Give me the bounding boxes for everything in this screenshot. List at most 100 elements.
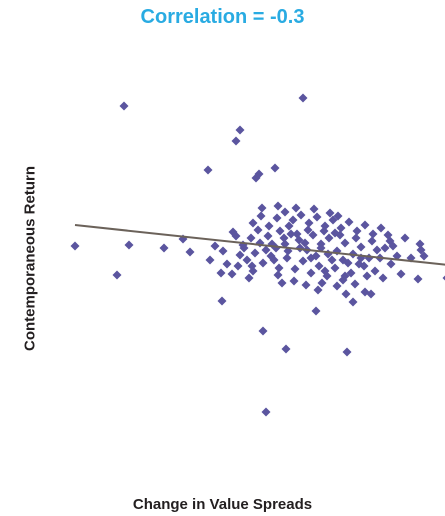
scatter-point (273, 270, 283, 280)
scatter-point (344, 217, 354, 227)
chart-title: Correlation = -0.3 (140, 6, 305, 28)
scatter-point (242, 255, 252, 265)
scatter-point (218, 246, 228, 256)
scatter-point (360, 220, 370, 230)
scatter-point (359, 261, 369, 271)
scatter-point (366, 289, 376, 299)
scatter-point (413, 274, 423, 284)
scatter-point (124, 240, 134, 250)
scatter-point (346, 268, 356, 278)
scatter-point (247, 261, 257, 271)
scatter-point (257, 203, 267, 213)
scatter-point (316, 239, 326, 249)
scatter-point (291, 203, 301, 213)
scatter-point (296, 210, 306, 220)
scatter-point (256, 211, 266, 221)
scatter-point (286, 229, 296, 239)
trend-line (74, 224, 445, 266)
scatter-point (119, 101, 129, 111)
scatter-point (415, 239, 425, 249)
scatter-point (333, 211, 343, 221)
scatter-point (312, 212, 322, 222)
scatter-point (261, 245, 271, 255)
scatter-point (362, 271, 372, 281)
scatter-point (203, 165, 213, 175)
scatter-point (306, 253, 316, 263)
scatter-point (324, 233, 334, 243)
scatter-point (282, 253, 292, 263)
scatter-point (289, 276, 299, 286)
scatter-point (210, 241, 220, 251)
scatter-point (231, 231, 241, 241)
scatter-point (351, 233, 361, 243)
scatter-point (298, 93, 308, 103)
points-layer (70, 93, 445, 417)
scatter-point (231, 136, 241, 146)
scatter-point (313, 285, 323, 295)
scatter-point (290, 264, 300, 274)
scatter-point (233, 261, 243, 271)
scatter-point (274, 263, 284, 273)
x-axis-label: Change in Value Spreads (132, 496, 313, 513)
scatter-point (364, 253, 374, 263)
scatter-point (327, 255, 337, 265)
scatter-point (336, 223, 346, 233)
scatter-point (185, 247, 195, 257)
scatter-point (320, 266, 330, 276)
scatter-point (378, 273, 388, 283)
scatter-point (419, 251, 429, 261)
scatter-point (308, 230, 318, 240)
scatter-point (222, 259, 232, 269)
scatter-point (325, 208, 335, 218)
scatter-point (270, 163, 280, 173)
scatter-point (368, 229, 378, 239)
scatter-point (370, 266, 380, 276)
scatter-point (388, 241, 398, 251)
scatter-point (348, 297, 358, 307)
scatter-point (277, 278, 287, 288)
scatter-point (396, 269, 406, 279)
scatter-point (205, 255, 215, 265)
scatter-point (376, 223, 386, 233)
scatter-point (383, 230, 393, 240)
scatter-point (280, 239, 290, 249)
scatter-point (338, 255, 348, 265)
scatter-point (235, 125, 245, 135)
scatter-point (303, 225, 313, 235)
scatter-point (235, 250, 245, 260)
scatter-point (264, 221, 274, 231)
scatter-point (159, 243, 169, 253)
scatter-point (217, 296, 227, 306)
scatter-point (309, 204, 319, 214)
scatter-point (306, 268, 316, 278)
scatter-point (258, 326, 268, 336)
scatter-point (246, 233, 256, 243)
scatter-point (244, 273, 254, 283)
scatter-point (294, 235, 304, 245)
scatter-point (248, 218, 258, 228)
scatter-point (338, 275, 348, 285)
scatter-point (314, 261, 324, 271)
scatter-point (301, 280, 311, 290)
scatter-point (280, 207, 290, 217)
scatter-point (284, 221, 294, 231)
scatter-point (386, 259, 396, 269)
scatter-point (250, 248, 260, 258)
scatter-point (279, 233, 289, 243)
scatter-point (317, 278, 327, 288)
scatter-point (372, 245, 382, 255)
scatter-point (304, 218, 314, 228)
scatter-point (272, 213, 282, 223)
scatter-point (239, 243, 249, 253)
scatter-point (392, 251, 402, 261)
scatter-point (400, 233, 410, 243)
scatter-point (269, 255, 279, 265)
scatter-point (275, 226, 285, 236)
scatter-point (330, 228, 340, 238)
scatter-point (70, 241, 80, 251)
scatter-point (216, 268, 226, 278)
scatter-point (227, 269, 237, 279)
scatter-point (263, 231, 273, 241)
scatter-point (380, 243, 390, 253)
